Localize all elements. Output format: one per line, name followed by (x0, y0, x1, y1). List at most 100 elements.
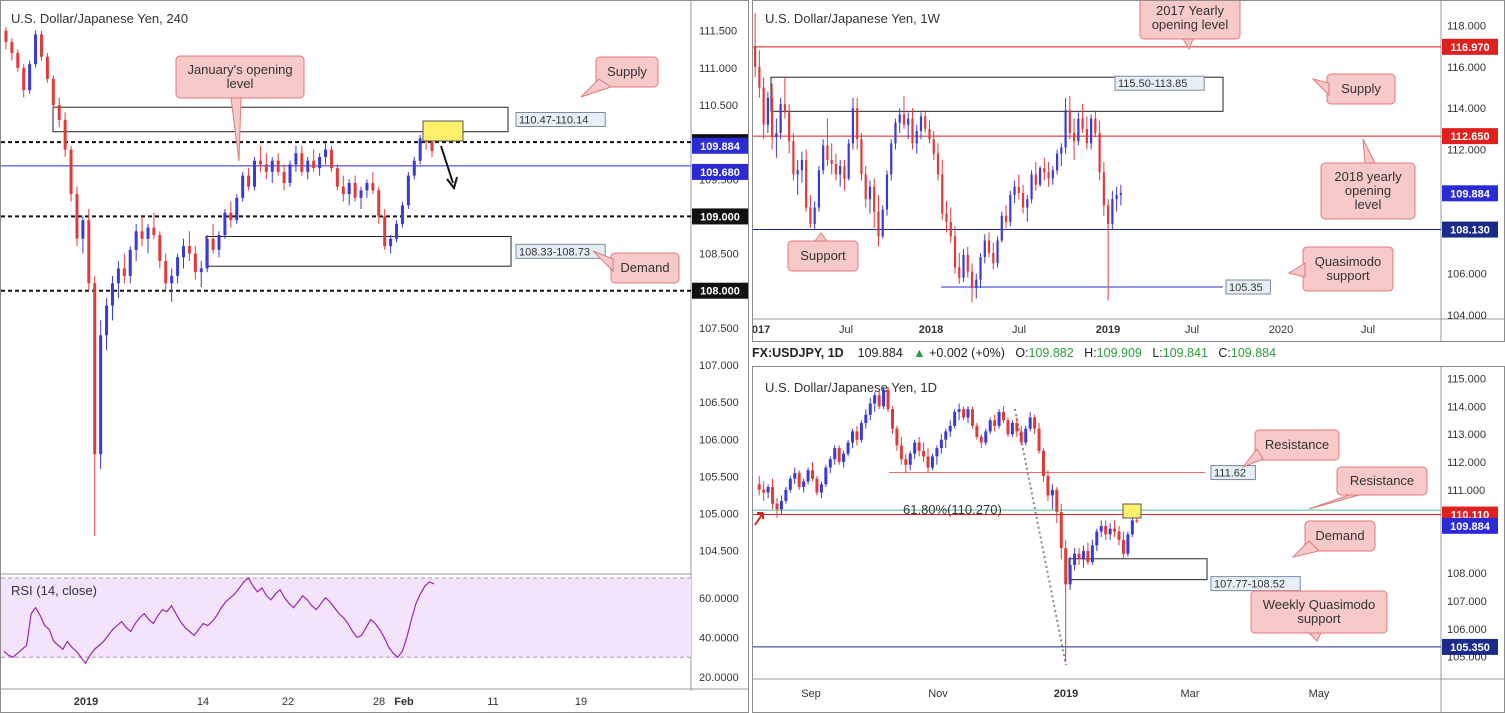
candle-body (833, 448, 837, 460)
close-value: 109.884 (1230, 346, 1277, 360)
price-tag-109-884: 109.884 (1450, 521, 1491, 533)
weekly-qm-callout: Weekly Quasimodo (1263, 597, 1375, 612)
candle-body (306, 160, 310, 172)
price-tag-109-000-bg (692, 208, 748, 225)
candle-body (757, 484, 761, 490)
candle-body (996, 240, 999, 264)
candle-body (1038, 168, 1042, 185)
h4-chart-panel[interactable]: U.S. Dollar/Japanese Yen, 240 111.500 111.… (0, 0, 749, 713)
demand-zone (205, 235, 512, 267)
candle-body (886, 389, 890, 410)
candle-body (1051, 170, 1054, 179)
candle-body (1028, 417, 1032, 429)
price-tick: 107.000 (699, 360, 739, 372)
weekly-chart-panel[interactable]: U.S. Dollar/Japanese Yen, 1W 118.000 116.0… (752, 0, 1505, 342)
price-tick: 105.000 (699, 509, 739, 521)
candle-body (788, 112, 791, 142)
candle-body (16, 53, 20, 68)
candle-body (406, 175, 410, 206)
candle-body (176, 257, 180, 276)
candle-body (276, 160, 280, 172)
price-tick: 106.500 (699, 397, 739, 409)
daily-chart-panel[interactable]: U.S. Dollar/Japanese Yen, 1D 115.000 114.0… (752, 366, 1505, 713)
candle-body (253, 160, 257, 187)
price-tick: 112.000 (1447, 457, 1486, 469)
candle-body (1010, 423, 1014, 435)
candle-body (851, 108, 855, 144)
candle-body (75, 194, 79, 239)
candle-body (1009, 195, 1012, 222)
price-tag-109-884-bg (1442, 185, 1498, 202)
candle-body (1019, 431, 1023, 443)
supply-callout-box (595, 56, 659, 88)
candle-body (859, 423, 863, 440)
price-tick: 113.000 (1447, 429, 1486, 441)
down-arrow-icon (440, 145, 454, 184)
time-tick: 2017 (753, 324, 770, 336)
candle-body (911, 118, 914, 144)
candle-body (1111, 199, 1114, 224)
daily-demand-zone (1068, 558, 1208, 581)
candle-body (837, 448, 841, 462)
price-tick: 111.500 (699, 26, 737, 38)
candle-body (1015, 423, 1019, 432)
h4-chart[interactable]: U.S. Dollar/Japanese Yen, 240 111.500 111.… (1, 1, 749, 713)
candle-body (939, 439, 943, 449)
weekly-chart[interactable]: U.S. Dollar/Japanese Yen, 1W 118.000 116.0… (753, 1, 1505, 342)
yearly-2018-callout-line3: level (1355, 197, 1382, 212)
candle-body (762, 87, 765, 125)
quasimodo-level-label: 105.35 (1229, 282, 1263, 294)
candle-body (913, 442, 917, 454)
candle-body (1046, 475, 1050, 496)
candle-body (10, 41, 14, 53)
candle-body (258, 160, 262, 165)
candle-body (1030, 174, 1033, 200)
supply-zone (52, 106, 509, 133)
candle-body (1098, 133, 1101, 173)
candle-body (300, 153, 304, 172)
candle-body (400, 205, 404, 224)
candle-body (811, 470, 815, 479)
price-tick: 116.000 (1447, 62, 1486, 74)
candle-body (792, 141, 795, 175)
supply-callout-pointer (580, 78, 613, 98)
candle-body (907, 118, 910, 125)
candle-body (134, 231, 138, 250)
daily-chart[interactable]: U.S. Dollar/Japanese Yen, 1D 115.000 114.0… (753, 367, 1505, 713)
candle-body (1073, 553, 1077, 565)
symbol-label: FX:USDJPY, 1D (752, 346, 844, 360)
candle-body (365, 183, 369, 191)
price-tick: 107.000 (1447, 596, 1487, 608)
candle-body (1081, 550, 1085, 560)
high-label: H: (1084, 346, 1097, 360)
candle-body (264, 164, 268, 172)
candle-body (1004, 215, 1008, 222)
candle-body (1064, 548, 1068, 585)
candle-body (395, 223, 399, 239)
time-tick: 28 (373, 696, 385, 708)
candle-body (793, 473, 797, 479)
candle-body (318, 157, 322, 169)
time-tick: Jul (839, 324, 853, 336)
candle-body (919, 116, 923, 131)
candle-body (882, 389, 886, 407)
candle-body (199, 268, 203, 273)
price-tag-112-650-bg (1442, 128, 1498, 145)
price-tag-116-970: 116.970 (1450, 42, 1489, 54)
upper-resistance-label-bg (1210, 465, 1256, 481)
candle-body (868, 186, 872, 200)
yearly-2017-callout: 2017 Yearly (1156, 3, 1224, 18)
price-tick: 112.000 (1447, 145, 1486, 157)
demand-callout: Demand (1315, 528, 1364, 543)
time-tick: Jul (1361, 324, 1375, 336)
resistance-callout-upper-box (1254, 429, 1340, 461)
price-tag-109-680: 109.680 (700, 167, 740, 179)
chart-title: U.S. Dollar/Japanese Yen, 1W (765, 11, 941, 26)
resistance-callout-upper-pointer (1241, 448, 1264, 469)
weekly-supply-zone-label-bg (1114, 75, 1205, 91)
time-tick: May (1309, 688, 1330, 700)
weekly-qm-callout-pointer (1307, 632, 1322, 642)
candle-body (241, 175, 245, 198)
candle-body (87, 220, 91, 284)
candle-body (970, 271, 974, 289)
